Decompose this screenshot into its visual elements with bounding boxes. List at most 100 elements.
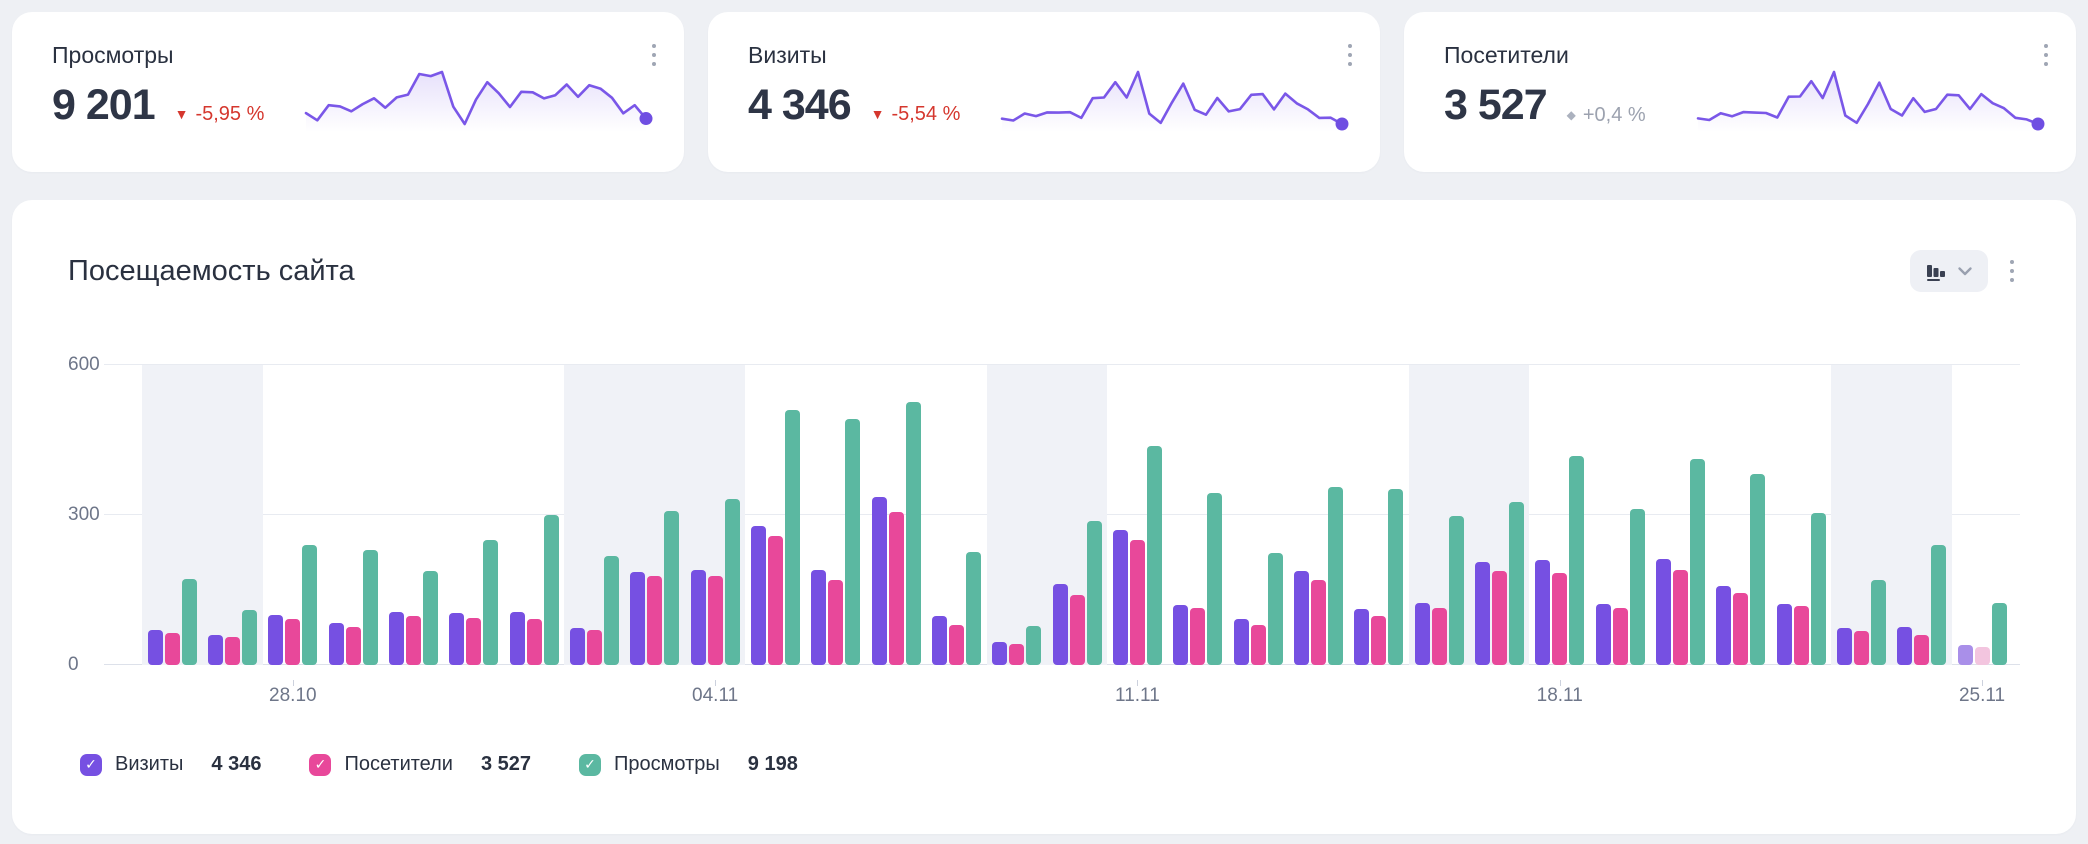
day-group-19.11[interactable] bbox=[1590, 365, 1650, 665]
x-slot bbox=[625, 679, 685, 709]
x-slot bbox=[564, 679, 624, 709]
x-slot: 25.11 bbox=[1952, 679, 2012, 709]
bar bbox=[905, 401, 921, 665]
bar bbox=[750, 526, 766, 665]
bar bbox=[1974, 647, 1990, 665]
kpi-delta: ▼ -5,54 % bbox=[871, 103, 961, 126]
day-group-09.11[interactable] bbox=[987, 365, 1047, 665]
day-group-14.11[interactable] bbox=[1288, 365, 1348, 665]
bar bbox=[690, 569, 706, 665]
bar bbox=[931, 615, 947, 665]
day-group-08.11[interactable] bbox=[926, 365, 986, 665]
bar bbox=[181, 579, 197, 665]
day-group-23.11[interactable] bbox=[1831, 365, 1891, 665]
day-group-21.11[interactable] bbox=[1711, 365, 1771, 665]
bar bbox=[888, 512, 904, 665]
bar bbox=[147, 630, 163, 665]
day-group-13.11[interactable] bbox=[1228, 365, 1288, 665]
day-group-02.11[interactable] bbox=[564, 365, 624, 665]
x-slot bbox=[1228, 679, 1288, 709]
kebab-menu-button[interactable] bbox=[2038, 38, 2054, 72]
day-group-29.10[interactable] bbox=[323, 365, 383, 665]
x-slot bbox=[1590, 679, 1650, 709]
bar bbox=[285, 619, 301, 665]
bar bbox=[1327, 487, 1343, 665]
bars-layer bbox=[142, 365, 2012, 665]
x-tick-label: 25.11 bbox=[1958, 685, 2006, 706]
kpi-value: 9 201 bbox=[52, 81, 156, 129]
checkbox-checked-icon[interactable]: ✓ bbox=[80, 753, 102, 776]
x-slot bbox=[1288, 679, 1348, 709]
legend-item-visitors[interactable]: ✓ Посетители 3 527 bbox=[309, 753, 531, 776]
legend-item-visits[interactable]: ✓ Визиты 4 346 bbox=[80, 753, 261, 776]
kpi-title: Посетители bbox=[1444, 42, 1569, 68]
gridline bbox=[104, 364, 2020, 365]
checkbox-checked-icon[interactable]: ✓ bbox=[579, 753, 602, 776]
sparkline-chart bbox=[1696, 70, 2045, 132]
day-group-15.11[interactable] bbox=[1349, 365, 1409, 665]
kpi-delta-text: -5,54 % bbox=[891, 102, 961, 125]
bar bbox=[1552, 572, 1568, 665]
bar bbox=[603, 555, 619, 665]
kebab-menu-button[interactable] bbox=[646, 38, 662, 72]
x-slot bbox=[1711, 679, 1771, 709]
bar bbox=[1914, 635, 1930, 665]
x-slot bbox=[926, 679, 986, 709]
day-group-25.11[interactable] bbox=[1952, 365, 2012, 665]
bar bbox=[1836, 627, 1852, 665]
bar bbox=[328, 622, 344, 665]
bar bbox=[647, 576, 663, 665]
day-group-17.11[interactable] bbox=[1469, 365, 1529, 665]
bar bbox=[664, 511, 680, 665]
x-slot: 04.11 bbox=[685, 679, 745, 709]
sparkline-end-dot bbox=[2031, 117, 2045, 131]
day-group-07.11[interactable] bbox=[866, 365, 926, 665]
y-tick-label: 300 bbox=[68, 504, 100, 525]
bar bbox=[1052, 583, 1068, 665]
day-group-27.10[interactable] bbox=[202, 365, 262, 665]
bar bbox=[1267, 552, 1283, 665]
day-group-30.10[interactable] bbox=[383, 365, 443, 665]
bar bbox=[1474, 562, 1490, 665]
legend-item-pageviews[interactable]: ✓ Просмотры 9 198 bbox=[579, 753, 798, 776]
bar bbox=[1853, 631, 1869, 665]
chart-title: Посещаемость сайта bbox=[68, 254, 355, 287]
bar bbox=[1310, 580, 1326, 665]
x-slot bbox=[383, 679, 443, 709]
x-slot bbox=[1409, 679, 1469, 709]
day-group-31.10[interactable] bbox=[444, 365, 504, 665]
x-slot: 11.11 bbox=[1107, 679, 1167, 709]
bar bbox=[509, 611, 525, 665]
day-group-06.11[interactable] bbox=[806, 365, 866, 665]
diamond-icon: ◆ bbox=[1566, 108, 1576, 122]
tick-mark bbox=[715, 680, 717, 686]
checkbox-checked-icon[interactable]: ✓ bbox=[309, 753, 332, 776]
day-group-20.11[interactable] bbox=[1650, 365, 1710, 665]
kebab-menu-button[interactable] bbox=[1342, 38, 1358, 72]
day-group-01.11[interactable] bbox=[504, 365, 564, 665]
kpi-delta: ◆ +0,4 % bbox=[1567, 104, 1646, 127]
bar bbox=[1388, 489, 1404, 665]
day-group-10.11[interactable] bbox=[1047, 365, 1107, 665]
kebab-menu-button[interactable] bbox=[2004, 254, 2020, 288]
x-slot bbox=[202, 679, 262, 709]
x-slot bbox=[866, 679, 926, 709]
day-group-28.10[interactable] bbox=[263, 365, 323, 665]
day-group-16.11[interactable] bbox=[1409, 365, 1469, 665]
bar bbox=[948, 625, 964, 665]
y-tick-label: 600 bbox=[68, 354, 100, 375]
day-group-18.11[interactable] bbox=[1530, 365, 1590, 665]
sparkline-chart bbox=[1000, 70, 1349, 132]
x-slot bbox=[1771, 679, 1831, 709]
day-group-22.11[interactable] bbox=[1771, 365, 1831, 665]
day-group-11.11[interactable] bbox=[1107, 365, 1167, 665]
legend-label: Посетители bbox=[344, 753, 453, 775]
day-group-04.11[interactable] bbox=[685, 365, 745, 665]
bar bbox=[630, 571, 646, 665]
day-group-26.10[interactable] bbox=[142, 365, 202, 665]
day-group-05.11[interactable] bbox=[745, 365, 805, 665]
day-group-12.11[interactable] bbox=[1168, 365, 1228, 665]
chart-type-selector[interactable] bbox=[1910, 250, 1988, 292]
day-group-24.11[interactable] bbox=[1892, 365, 1952, 665]
day-group-03.11[interactable] bbox=[625, 365, 685, 665]
